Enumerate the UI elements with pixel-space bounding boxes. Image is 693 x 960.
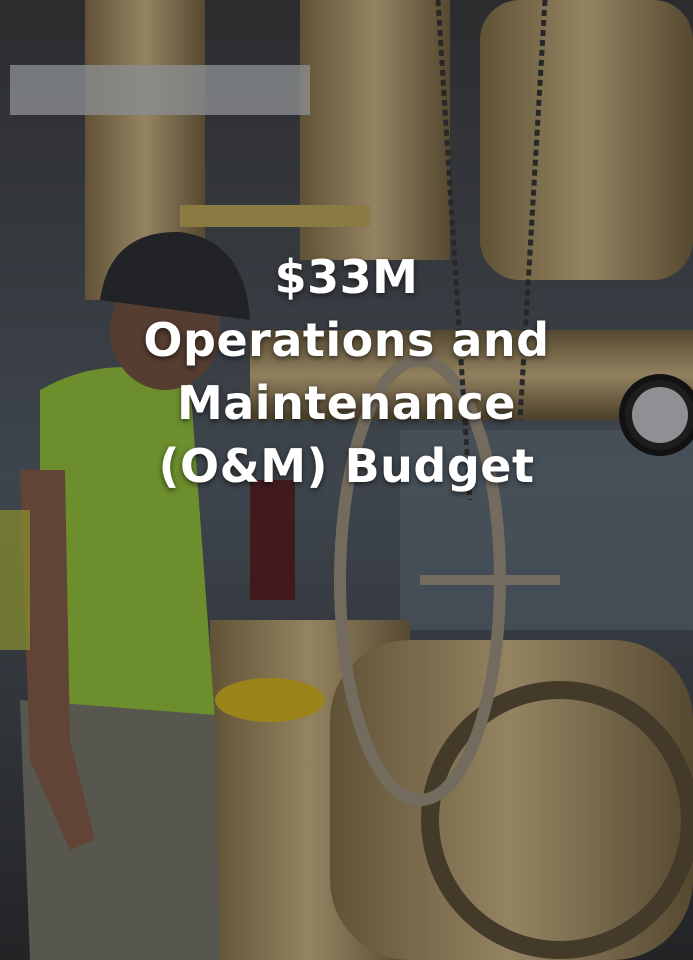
headline: $33M Operations and Maintenance (O&M) Bu…: [0, 246, 693, 498]
label-line: Maintenance: [0, 372, 693, 435]
label-line: Operations and: [0, 309, 693, 372]
figure: $33M: [0, 246, 693, 309]
label-line: (O&M) Budget: [0, 435, 693, 498]
stat-card: $33M Operations and Maintenance (O&M) Bu…: [0, 0, 693, 960]
